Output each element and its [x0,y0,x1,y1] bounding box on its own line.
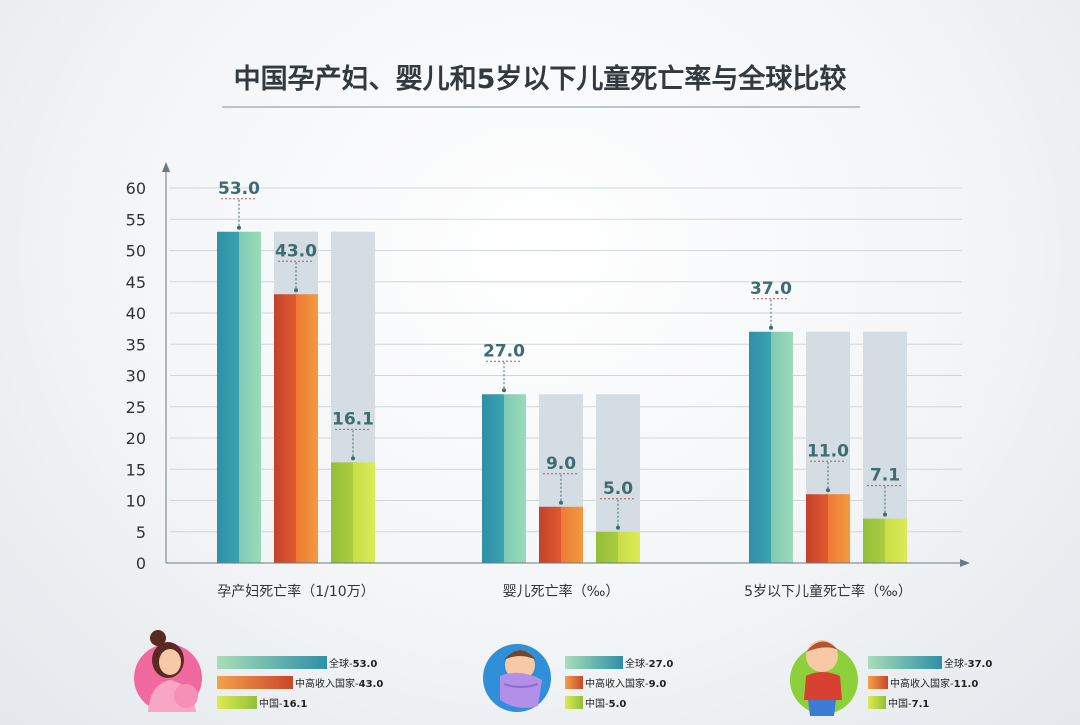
label-dot [294,288,298,293]
axes [162,162,970,567]
bar-china [331,462,375,563]
legend-label: 中国-5.0 [585,697,626,710]
y-tick-label: 25 [126,398,146,417]
legend-swatch [868,696,886,709]
y-tick-label: 5 [136,523,146,542]
legend-label: 全球-53.0 [329,657,377,670]
legend-name: 中国- [888,697,912,710]
y-axis-arrow [162,162,170,172]
legend-value: 9.0 [649,679,667,690]
y-tick-label: 10 [126,492,146,511]
x-axis-arrow [960,559,970,567]
data-label: 9.0 [546,454,576,474]
label-dot [559,500,563,505]
bar-china [596,531,640,563]
legend-label: 中高收入国家-9.0 [585,677,666,690]
legend-value: 16.1 [283,699,308,710]
data-labels: 53.0 43.0 16.1 27.0 9.0 5.0 37.0 11.0 7.1 [218,179,903,530]
bar-global [749,331,793,563]
label-dot [237,225,241,230]
legend-swatch [217,676,293,689]
y-tick-label: 50 [126,242,146,261]
category-label: 孕产妇死亡率（1/10万） [217,583,374,600]
legend-swatch [565,676,583,689]
legend-name: 全球- [625,657,649,670]
bar-china [863,518,907,563]
bar-middle-high [539,506,583,563]
legend-name: 中国- [259,697,283,710]
data-label: 16.1 [332,409,374,429]
category-label: 5岁以下儿童死亡率（‰） [744,583,912,600]
legends: 全球-53.0中高收入国家-43.0中国-16.1全球-27.0中高收入国家-9… [217,656,992,710]
legend-value: 7.1 [912,699,930,710]
y-tick-label: 20 [126,429,146,448]
legend-label: 中高收入国家-43.0 [295,677,383,690]
legend-name: 中国- [585,697,609,710]
y-tick-label: 45 [126,273,146,292]
label-dot [883,512,887,517]
pregnant-woman-icon [134,630,202,712]
data-label: 37.0 [750,279,792,299]
legend-name: 全球- [944,657,968,670]
bars [217,231,907,563]
legend-value: 5.0 [609,699,627,710]
label-dot [616,525,620,530]
legend-value: 53.0 [353,659,378,670]
y-tick-label: 0 [136,554,146,573]
y-tick-label: 40 [126,304,146,323]
label-dot [351,456,355,461]
legend-name: 中高收入国家- [890,677,954,690]
bar-middle-high [274,294,318,563]
legend-swatch [565,696,583,709]
legend-label: 中国-16.1 [259,697,307,710]
legend-label: 中国-7.1 [888,697,929,710]
label-dot [769,325,773,330]
category-labels: 孕产妇死亡率（1/10万） 婴儿死亡率（‰） 5岁以下儿童死亡率（‰） [217,583,912,600]
y-tick-label: 55 [126,210,146,229]
data-label: 53.0 [218,179,260,199]
data-label: 27.0 [483,341,525,361]
label-dot [826,488,830,493]
legend-name: 中高收入国家- [585,677,649,690]
y-tick-labels: 0 5 10 15 20 25 30 35 40 45 50 55 60 [126,179,146,573]
legend-value: 27.0 [649,659,674,670]
data-label: 43.0 [275,241,317,261]
y-tick-label: 35 [126,335,146,354]
legend-value: 43.0 [359,679,384,690]
legend-name: 全球- [329,657,353,670]
y-tick-label: 30 [126,367,146,386]
legend-name: 中高收入国家- [295,677,359,690]
toddler-icon [790,640,858,716]
data-label: 11.0 [807,441,849,461]
y-tick-label: 60 [126,179,146,198]
label-dot [502,388,506,393]
legend-value: 37.0 [968,659,993,670]
legend-swatch [217,696,257,709]
bar-middle-high [806,494,850,563]
category-label: 婴儿死亡率（‰） [503,583,620,600]
legend-swatch [868,676,888,689]
legend-swatch [868,656,942,669]
legend-swatch [565,656,623,669]
bar-global [482,394,526,563]
legend-label: 全球-37.0 [944,657,992,670]
legend-swatch [217,656,327,669]
data-label: 5.0 [603,479,633,499]
swaddled-baby-icon [483,644,551,712]
legend-value: 11.0 [954,679,979,690]
chart-title: 中国孕产妇、婴儿和5岁以下儿童死亡率与全球比较 [234,63,847,95]
bar-global [217,231,261,563]
y-tick-label: 15 [126,460,146,479]
data-label: 7.1 [870,466,900,486]
legend-label: 中高收入国家-11.0 [890,677,978,690]
legend-label: 全球-27.0 [625,657,673,670]
